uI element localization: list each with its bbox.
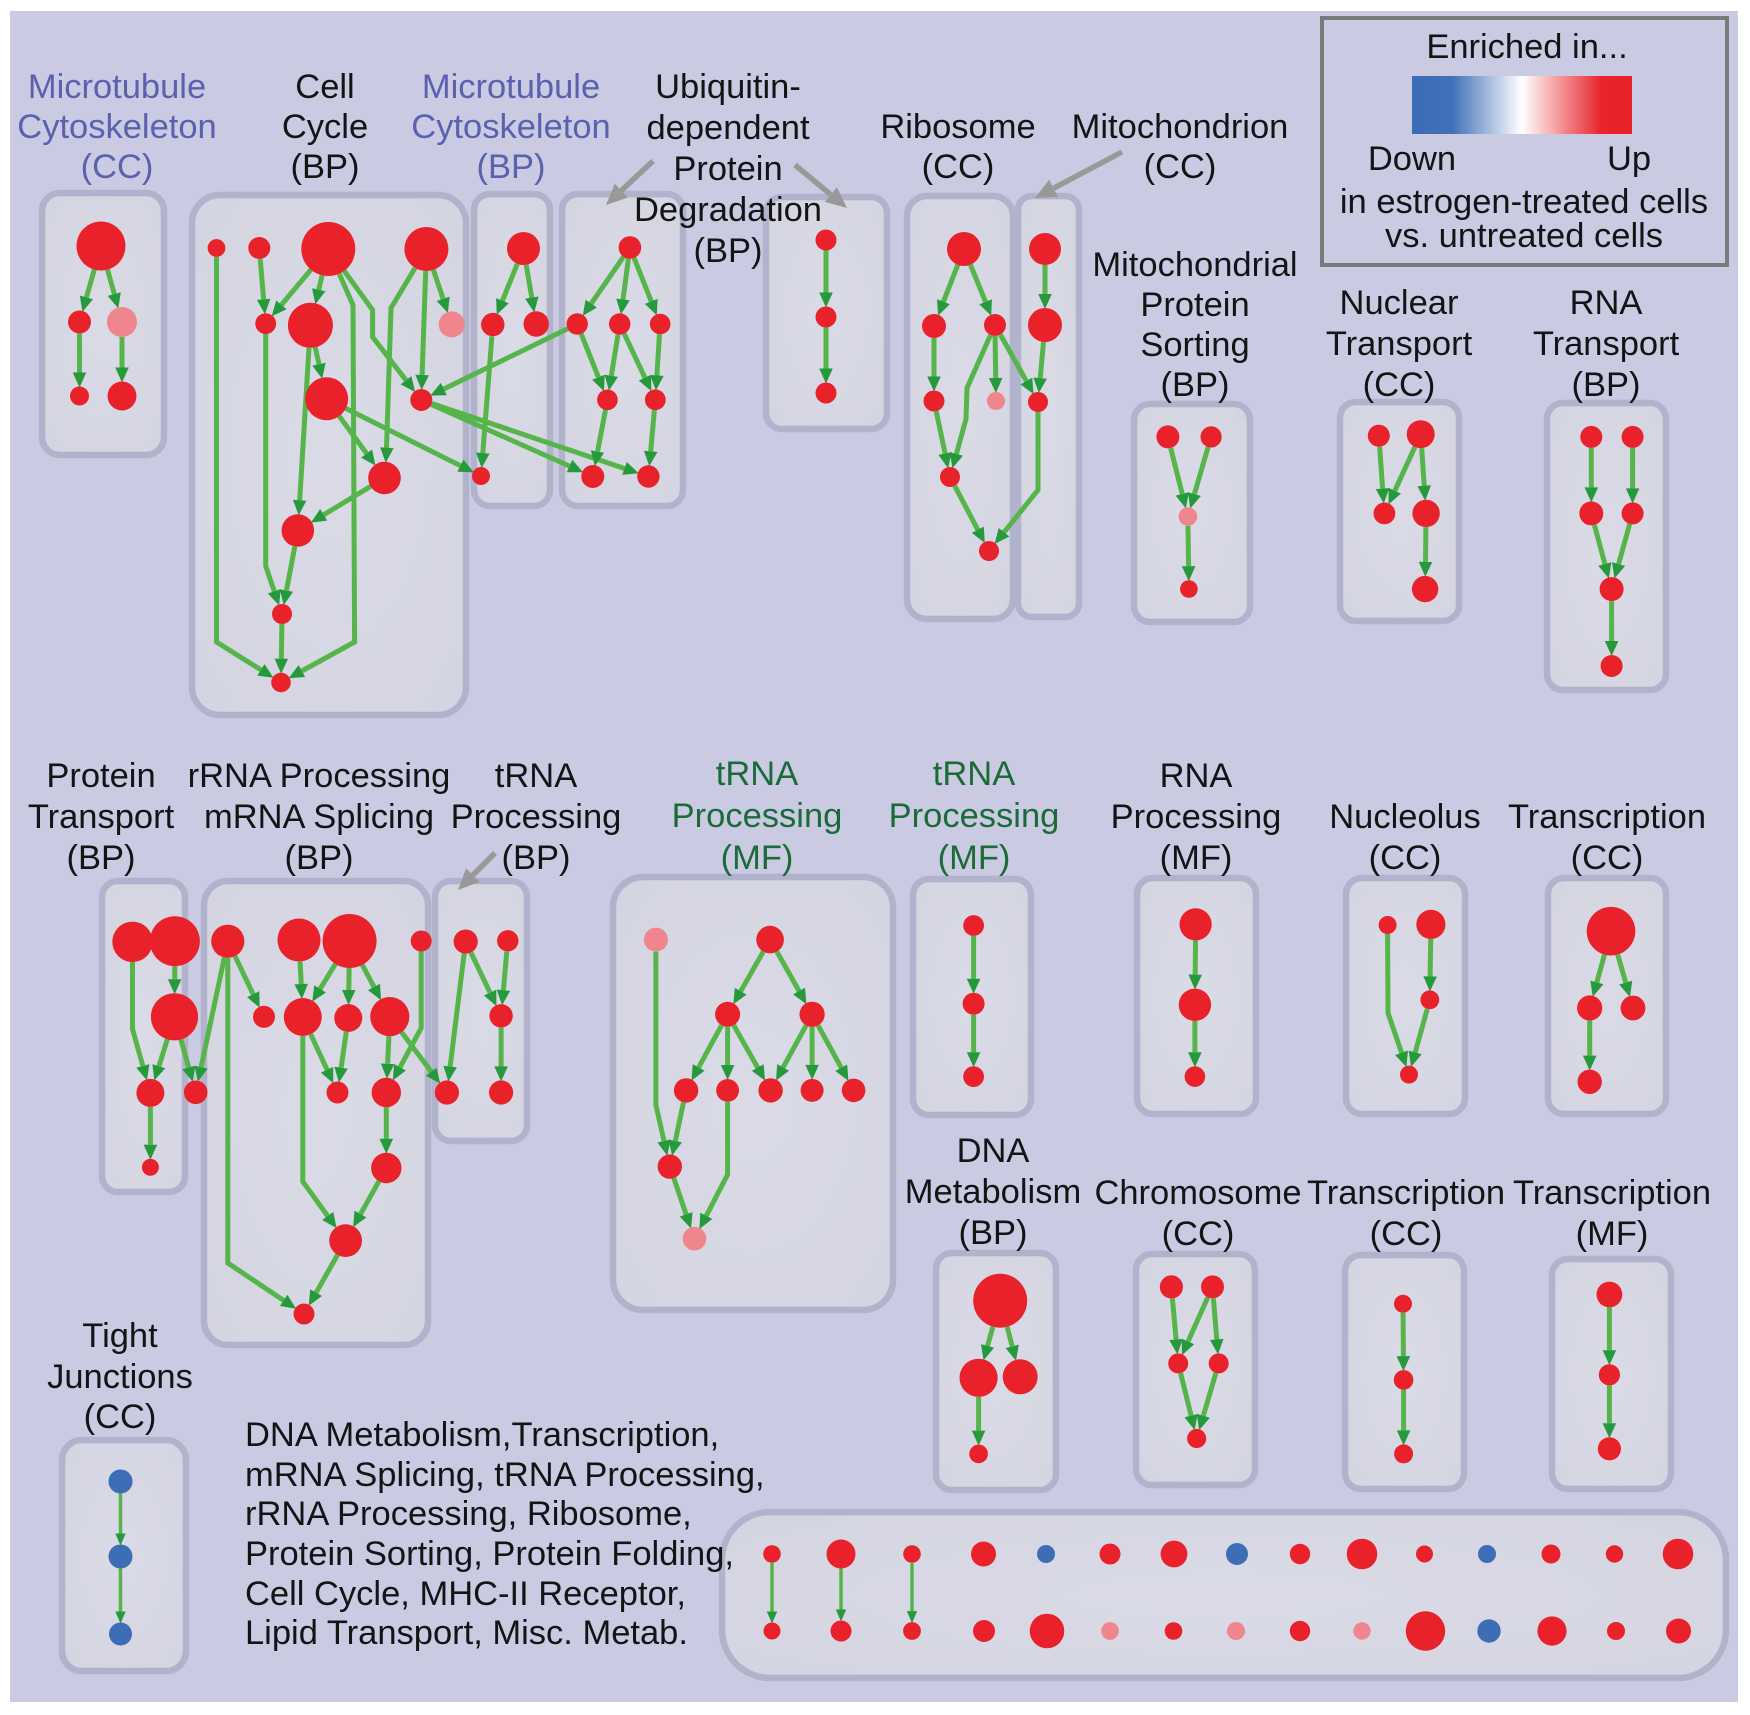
- svg-text:Nucleolus: Nucleolus: [1329, 798, 1481, 836]
- svg-text:Cell Cycle, MHC-II Receptor,: Cell Cycle, MHC-II Receptor,: [245, 1575, 686, 1613]
- svg-text:Processing: Processing: [1111, 798, 1282, 836]
- svg-text:(CC): (CC): [81, 148, 154, 186]
- svg-text:Protein: Protein: [46, 757, 155, 795]
- svg-text:Chromosome: Chromosome: [1094, 1174, 1301, 1212]
- svg-text:(CC): (CC): [1370, 1215, 1443, 1253]
- svg-text:Junctions: Junctions: [47, 1358, 193, 1396]
- svg-text:(MF): (MF): [1576, 1215, 1649, 1253]
- svg-text:tRNA: tRNA: [495, 757, 577, 795]
- svg-text:(CC): (CC): [1162, 1215, 1235, 1253]
- svg-text:Protein: Protein: [673, 150, 782, 188]
- svg-text:Protein: Protein: [1140, 286, 1249, 324]
- svg-text:Microtubule: Microtubule: [422, 68, 600, 106]
- svg-text:Cytoskeleton: Cytoskeleton: [411, 108, 610, 146]
- svg-text:(BP): (BP): [959, 1214, 1028, 1252]
- svg-text:in estrogen-treated cells: in estrogen-treated cells: [1340, 183, 1708, 221]
- svg-text:Ribosome: Ribosome: [880, 108, 1035, 146]
- svg-text:Cytoskeleton: Cytoskeleton: [17, 108, 216, 146]
- svg-text:Mitochondrial: Mitochondrial: [1092, 246, 1297, 284]
- svg-text:Cell: Cell: [295, 68, 354, 106]
- svg-text:Processing: Processing: [889, 797, 1060, 835]
- svg-text:(BP): (BP): [502, 839, 571, 877]
- svg-text:(CC): (CC): [1144, 148, 1217, 186]
- svg-text:Degradation: Degradation: [634, 191, 822, 229]
- svg-text:Transcription: Transcription: [1513, 1174, 1711, 1212]
- svg-text:(BP): (BP): [694, 232, 763, 270]
- svg-text:Transcription: Transcription: [1307, 1174, 1505, 1212]
- svg-text:dependent: dependent: [646, 109, 809, 147]
- svg-text:Transport: Transport: [28, 798, 175, 836]
- svg-text:RNA: RNA: [1570, 284, 1643, 322]
- svg-text:Enriched in...: Enriched in...: [1426, 28, 1627, 66]
- svg-text:rRNA Processing: rRNA Processing: [188, 757, 451, 795]
- svg-text:Down: Down: [1368, 140, 1456, 178]
- svg-text:Ubiquitin-: Ubiquitin-: [655, 68, 801, 106]
- svg-text:Transport: Transport: [1326, 325, 1473, 363]
- svg-text:RNA: RNA: [1160, 757, 1233, 795]
- svg-text:Processing: Processing: [451, 798, 622, 836]
- svg-text:(BP): (BP): [291, 148, 360, 186]
- svg-text:(CC): (CC): [84, 1398, 157, 1436]
- svg-text:Microtubule: Microtubule: [28, 68, 206, 106]
- svg-text:tRNA: tRNA: [716, 755, 798, 793]
- svg-text:Sorting: Sorting: [1140, 326, 1249, 364]
- svg-text:Protein Sorting, Protein Foldi: Protein Sorting, Protein Folding,: [245, 1535, 734, 1573]
- svg-text:Metabolism: Metabolism: [905, 1173, 1081, 1211]
- svg-text:Up: Up: [1607, 140, 1651, 178]
- svg-text:(MF): (MF): [721, 839, 794, 877]
- svg-text:(BP): (BP): [67, 839, 136, 877]
- svg-text:Transcription: Transcription: [1508, 798, 1706, 836]
- svg-text:(CC): (CC): [922, 148, 995, 186]
- svg-text:vs. untreated cells: vs. untreated cells: [1385, 217, 1663, 255]
- svg-text:(BP): (BP): [1161, 366, 1230, 404]
- svg-text:Processing: Processing: [672, 797, 843, 835]
- svg-text:(MF): (MF): [1160, 839, 1233, 877]
- svg-text:Transport: Transport: [1533, 325, 1680, 363]
- svg-text:(BP): (BP): [285, 839, 354, 877]
- svg-text:tRNA: tRNA: [933, 755, 1015, 793]
- svg-text:Nuclear: Nuclear: [1340, 284, 1459, 322]
- svg-text:DNA: DNA: [957, 1132, 1030, 1170]
- svg-text:mRNA Splicing: mRNA Splicing: [204, 798, 434, 836]
- svg-text:DNA Metabolism,Transcription,: DNA Metabolism,Transcription,: [245, 1416, 719, 1454]
- svg-text:(CC): (CC): [1571, 839, 1644, 877]
- svg-text:(BP): (BP): [477, 148, 546, 186]
- svg-text:rRNA Processing, Ribosome,: rRNA Processing, Ribosome,: [245, 1495, 692, 1533]
- svg-text:(CC): (CC): [1369, 839, 1442, 877]
- svg-text:Tight: Tight: [82, 1317, 158, 1355]
- svg-text:Cycle: Cycle: [282, 108, 368, 146]
- svg-text:(MF): (MF): [938, 839, 1011, 877]
- svg-text:(BP): (BP): [1572, 366, 1641, 404]
- svg-text:Mitochondrion: Mitochondrion: [1072, 108, 1289, 146]
- svg-text:Lipid Transport, Misc. Metab.: Lipid Transport, Misc. Metab.: [245, 1614, 688, 1652]
- svg-text:(CC): (CC): [1363, 366, 1436, 404]
- svg-text:mRNA Splicing, tRNA Processing: mRNA Splicing, tRNA Processing,: [245, 1456, 765, 1494]
